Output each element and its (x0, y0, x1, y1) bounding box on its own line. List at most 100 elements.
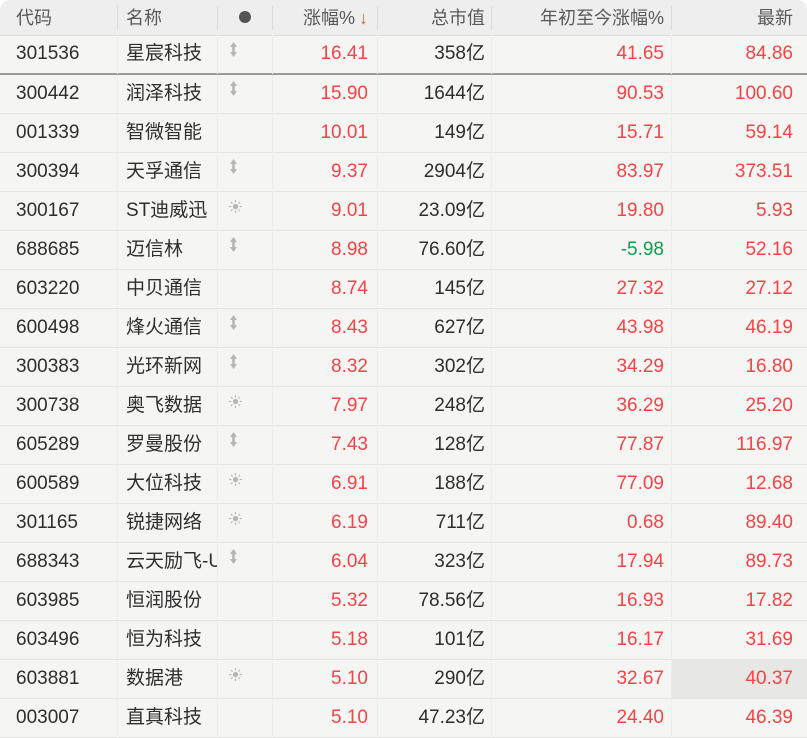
ytd-change-percent: 27.32 (492, 269, 672, 309)
ytd-change-percent: -5.98 (492, 230, 672, 270)
sun-icon (229, 504, 242, 540)
stock-name: 直真科技 (118, 698, 218, 738)
stock-code: 301165 (0, 503, 118, 543)
table-row[interactable]: 001339 智微智能 (0, 113, 807, 153)
last-price: 16.80 (745, 355, 793, 377)
ytd-change-percent: 0.68 (492, 503, 672, 543)
stock-code: 300442 (0, 74, 118, 114)
dot-icon (239, 11, 251, 24)
table-row[interactable]: 003007 直真科技 (0, 698, 807, 738)
market-cap: 711亿 (378, 503, 492, 543)
stock-flag-cell (218, 386, 273, 426)
ytd-change-percent: 77.87 (492, 425, 672, 465)
change-percent: 8.74 (273, 269, 378, 309)
stock-name: 智微智能 (118, 113, 218, 153)
change-percent: 8.43 (273, 308, 378, 348)
market-cap: 76.60亿 (378, 230, 492, 270)
header-code[interactable]: 代码 (0, 5, 118, 30)
updown-arrow-icon (229, 153, 238, 189)
last-price: 25.20 (745, 394, 793, 416)
change-percent: 8.98 (273, 230, 378, 270)
market-cap: 188亿 (378, 464, 492, 504)
stock-code: 603985 (0, 581, 118, 621)
stock-code: 001339 (0, 113, 118, 153)
stock-flag-cell (218, 152, 273, 192)
header-market-cap[interactable]: 总市值 (378, 5, 492, 30)
table-row[interactable]: 688343 云天励飞-U (0, 542, 807, 582)
stock-flag-cell (218, 542, 273, 582)
last-price: 84.86 (745, 43, 793, 64)
sort-desc-arrow-icon: ↓ (359, 7, 368, 28)
header-last-price[interactable]: 最新 (757, 7, 793, 28)
table-row[interactable]: 300167 ST迪威迅 (0, 191, 807, 231)
table-row[interactable]: 600498 烽火通信 (0, 308, 807, 348)
market-cap: 358亿 (378, 35, 492, 74)
table-row[interactable]: 300738 奥飞数据 (0, 386, 807, 426)
stock-flag-cell (218, 503, 273, 543)
header-change-sorted[interactable]: 涨幅% ↓ (273, 5, 378, 30)
sun-icon (229, 465, 242, 501)
table-row[interactable]: 603881 数据港 (0, 659, 807, 699)
last-price: 31.69 (745, 628, 793, 650)
change-percent: 6.04 (273, 542, 378, 582)
change-percent: 5.18 (273, 620, 378, 660)
stock-code: 603496 (0, 620, 118, 660)
stock-flag-cell (218, 269, 273, 309)
table-row[interactable]: 300442 润泽科技 (0, 74, 807, 114)
change-percent: 6.19 (273, 503, 378, 543)
market-cap: 149亿 (378, 113, 492, 153)
updown-arrow-icon (229, 75, 238, 111)
stock-name: ST迪威迅 (118, 191, 218, 231)
stock-name: 云天励飞-U (118, 542, 218, 582)
ytd-change-percent: 77.09 (492, 464, 672, 504)
ytd-change-percent: 32.67 (492, 659, 672, 699)
last-price: 17.82 (745, 589, 793, 611)
ytd-change-percent: 24.40 (492, 698, 672, 738)
last-price: 5.93 (756, 199, 793, 221)
sun-icon (229, 660, 242, 696)
stock-name: 奥飞数据 (118, 386, 218, 426)
stock-name: 恒润股份 (118, 581, 218, 621)
stock-code: 603220 (0, 269, 118, 309)
table-row[interactable]: 300394 天孚通信 (0, 152, 807, 192)
market-cap: 47.23亿 (378, 698, 492, 738)
last-price: 12.68 (745, 472, 793, 494)
table-row[interactable]: 301165 锐捷网络 (0, 503, 807, 543)
stock-flag-cell (218, 74, 273, 114)
stock-code: 688685 (0, 230, 118, 270)
last-price: 89.40 (745, 511, 793, 533)
stock-flag-cell (218, 425, 273, 465)
sun-icon (229, 192, 242, 228)
stock-code: 605289 (0, 425, 118, 465)
stock-flag-cell (218, 464, 273, 504)
last-price: 116.97 (736, 433, 793, 455)
last-price: 373.51 (734, 160, 793, 182)
ytd-change-percent: 36.29 (492, 386, 672, 426)
stock-flag-cell (218, 230, 273, 270)
change-percent: 6.91 (273, 464, 378, 504)
table-row[interactable]: 301536 星宸科技 (0, 35, 807, 75)
table-row[interactable]: 688685 迈信林 (0, 230, 807, 270)
market-cap: 145亿 (378, 269, 492, 309)
stock-name: 罗曼股份 (118, 425, 218, 465)
updown-arrow-icon (229, 426, 238, 462)
market-cap: 323亿 (378, 542, 492, 582)
table-row[interactable]: 600589 大位科技 (0, 464, 807, 504)
table-row[interactable]: 300383 光环新网 (0, 347, 807, 387)
stock-code: 301536 (0, 35, 118, 74)
stock-code: 600498 (0, 308, 118, 348)
stock-name: 烽火通信 (118, 308, 218, 348)
updown-arrow-icon (229, 543, 238, 579)
table-row[interactable]: 603496 恒为科技 (0, 620, 807, 660)
change-percent: 10.01 (273, 113, 378, 153)
header-name[interactable]: 名称 (118, 5, 218, 30)
market-cap: 290亿 (378, 659, 492, 699)
table-row[interactable]: 603985 恒润股份 (0, 581, 807, 621)
table-row[interactable]: 605289 罗曼股份 (0, 425, 807, 465)
stock-code: 603881 (0, 659, 118, 699)
last-price: 89.73 (745, 550, 793, 572)
change-percent: 16.41 (273, 35, 378, 74)
header-dot[interactable] (218, 5, 273, 30)
header-ytd-change[interactable]: 年初至今涨幅% (492, 5, 672, 30)
table-row[interactable]: 603220 中贝通信 (0, 269, 807, 309)
